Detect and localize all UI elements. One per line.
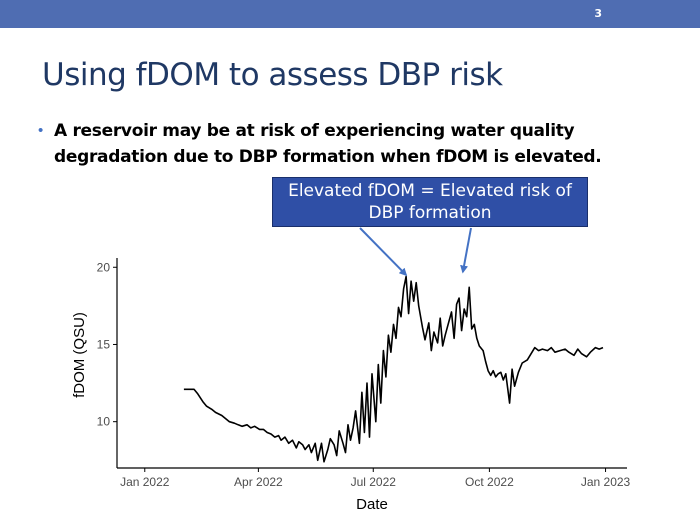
callout-arrow bbox=[460, 227, 472, 274]
slide-number: 3 bbox=[594, 7, 602, 20]
series-line bbox=[183, 275, 604, 463]
callout-arrow bbox=[359, 227, 408, 277]
bullet-icon: • bbox=[38, 122, 44, 139]
bullet-text: A reservoir may be at risk of experienci… bbox=[54, 121, 602, 167]
x-tick-label: Oct 2022 bbox=[465, 475, 514, 489]
x-tick-label: Jul 2022 bbox=[351, 475, 397, 489]
y-tick-label: 10 bbox=[97, 415, 111, 429]
x-axis-title: Date bbox=[356, 496, 388, 513]
x-tick-label: Apr 2022 bbox=[234, 475, 283, 489]
x-tick-label: Jan 2022 bbox=[120, 475, 170, 489]
y-tick-label: 15 bbox=[97, 337, 111, 351]
callout-box: Elevated fDOM = Elevated risk of DBP for… bbox=[272, 177, 588, 227]
x-tick-label: Jan 2023 bbox=[581, 475, 631, 489]
slide-title: Using fDOM to assess DBP risk bbox=[42, 57, 503, 93]
top-bar bbox=[0, 0, 700, 28]
y-tick-label: 20 bbox=[97, 260, 111, 274]
y-axis-title: fDOM (QSU) bbox=[71, 312, 88, 398]
